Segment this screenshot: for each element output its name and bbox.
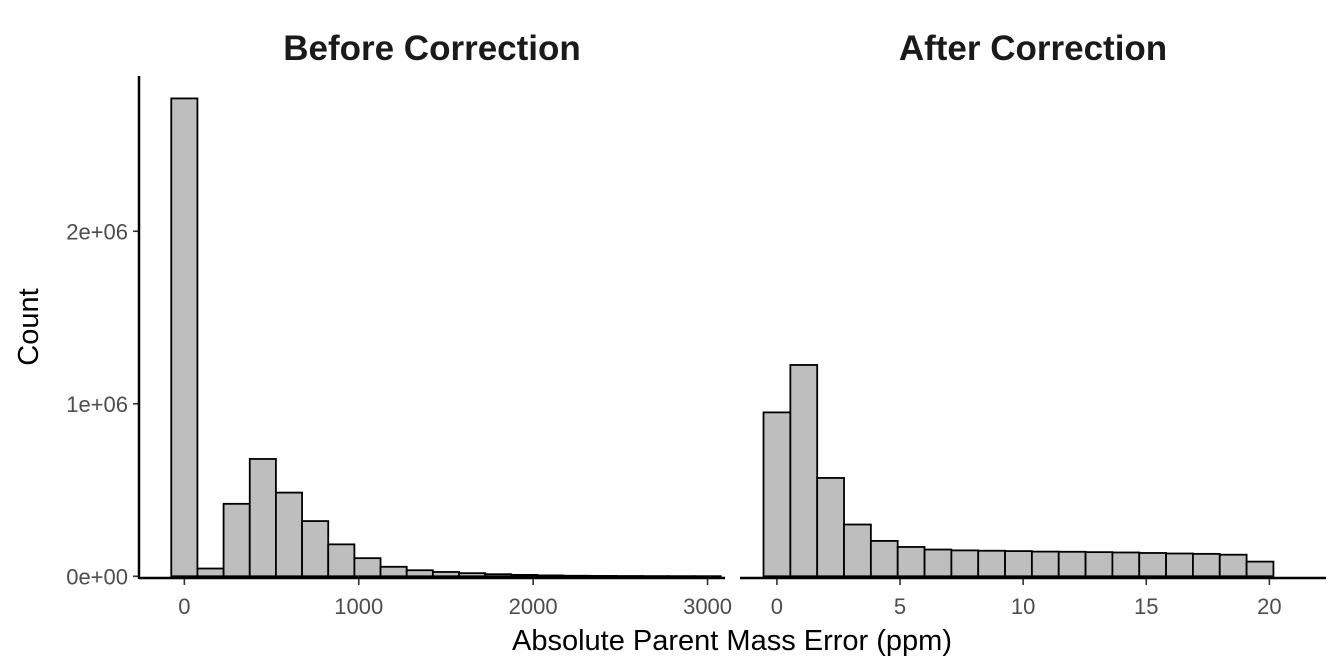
x-axis-ticks-before-correction: 0 1000 2000 3000 (178, 578, 732, 619)
x-tick-label: 10 (1011, 594, 1035, 619)
facet-before-correction: Before Correction 0 1000 2000 3000 (170, 29, 732, 619)
histogram-bar (222, 502, 251, 578)
x-axis-ticks-after-correction: 0 5 10 15 20 (771, 578, 1282, 619)
histogram-bar (762, 411, 792, 578)
y-tick-label: 1e+06 (66, 392, 128, 417)
histogram-bar (950, 549, 980, 578)
facet-after-correction: After Correction 0 5 10 15 20 (762, 29, 1282, 619)
histogram-bar (431, 571, 460, 578)
y-tick-label: 2e+06 (66, 219, 128, 244)
histogram-bar (816, 477, 845, 578)
bars-before-correction (170, 97, 722, 578)
histogram-bar (458, 572, 487, 578)
histogram-bar (275, 491, 303, 578)
x-tick-label: 15 (1134, 594, 1158, 619)
histogram-bar (923, 548, 953, 578)
histogram-bar (1057, 550, 1087, 578)
histogram-bar (379, 565, 408, 578)
x-axis-title: Absolute Parent Mass Error (ppm) (512, 625, 952, 657)
histogram-bar (1245, 560, 1275, 578)
histogram-bar (353, 557, 382, 578)
histogram-bar (301, 520, 330, 578)
histogram-bar (1138, 552, 1167, 578)
histogram-bar (896, 546, 926, 578)
histogram-bar (170, 97, 199, 578)
histogram-bar (1165, 552, 1194, 578)
histogram-bar (977, 549, 1006, 578)
y-tick-label: 0e+00 (66, 564, 128, 589)
histogram-bar (789, 364, 819, 578)
y-axis: 0e+00 1e+06 2e+06 (66, 219, 139, 589)
x-tick-label: 20 (1257, 594, 1281, 619)
histogram-bar (510, 573, 539, 578)
facet-title-after-correction: After Correction (899, 29, 1167, 68)
x-tick-label: 0 (771, 594, 783, 619)
histogram-bar (843, 523, 872, 578)
histogram-bar (1192, 552, 1221, 578)
histogram-bar (1111, 551, 1141, 578)
x-tick-label: 3000 (683, 594, 732, 619)
histogram-bar (484, 573, 513, 578)
histogram-bar (1004, 550, 1033, 578)
histogram-bar (196, 567, 225, 578)
histogram-bar (1030, 550, 1060, 578)
facet-title-before-correction: Before Correction (283, 29, 581, 68)
histogram-bar (562, 574, 591, 578)
histogram-bar (327, 543, 356, 578)
x-tick-label: 0 (178, 594, 190, 619)
y-axis-title: Count (13, 288, 45, 365)
histogram-bar (1084, 551, 1114, 578)
x-tick-label: 2000 (509, 594, 558, 619)
histogram-bar (405, 569, 434, 578)
histogram-bar (869, 540, 899, 578)
histogram-bar (536, 574, 565, 578)
histogram-bar (1218, 553, 1248, 578)
histogram-bar (248, 458, 277, 578)
x-tick-label: 1000 (334, 594, 383, 619)
bars-after-correction (762, 364, 1275, 578)
x-tick-label: 5 (894, 594, 906, 619)
